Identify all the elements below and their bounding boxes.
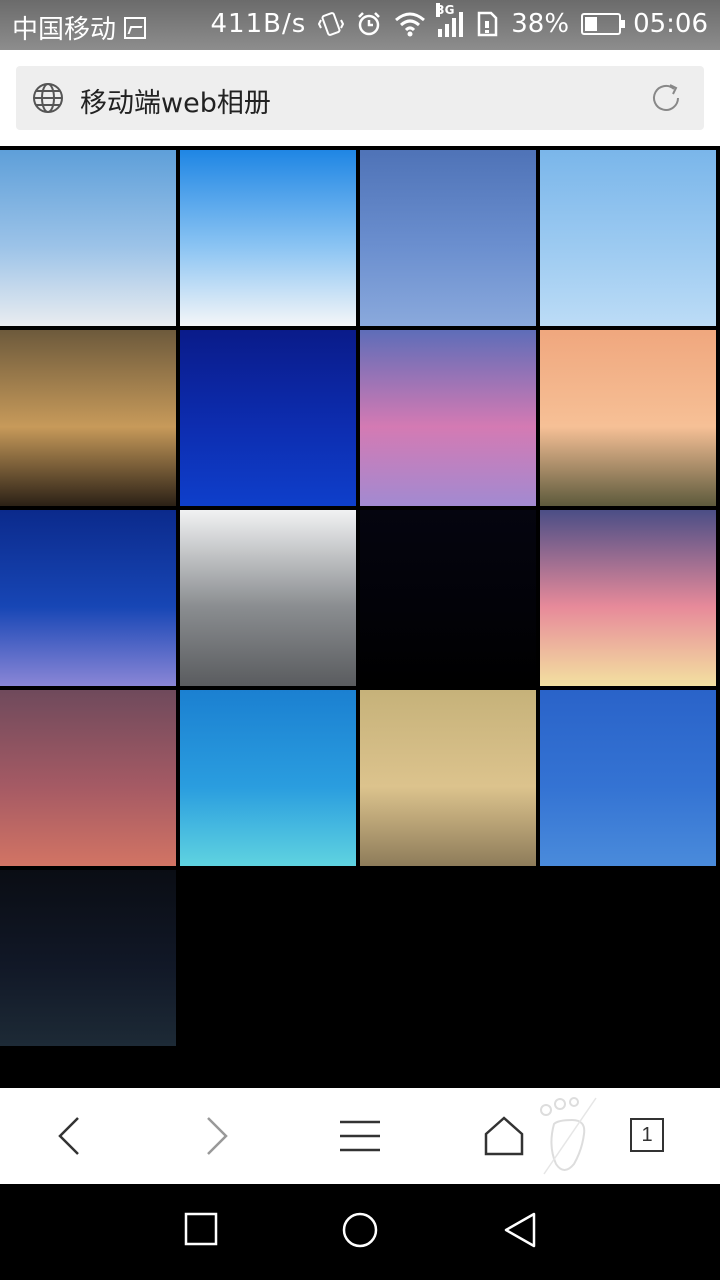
battery-level <box>585 17 598 31</box>
wifi-icon <box>395 12 426 37</box>
photo-thumbnail-dark-blue-dusk[interactable] <box>0 510 176 686</box>
photo-thumbnail-trees-pink-sunset[interactable] <box>540 510 716 686</box>
sim-icon <box>478 11 498 37</box>
photo-thumbnail-deep-blue-sky[interactable] <box>180 330 356 506</box>
carrier-name: 中国移动 <box>12 15 117 45</box>
address-bar-container: 移动端web相册 <box>0 50 720 146</box>
photo-thumbnail-pale-blue-sky[interactable] <box>540 150 716 326</box>
alarm-icon <box>358 12 381 36</box>
photo-thumbnail-wispy-cirrus-blue[interactable] <box>360 150 536 326</box>
photo-thumbnail-turquoise-sea[interactable] <box>180 690 356 866</box>
status-bar: 中国移动 411B/s 3G 38% 0 <box>0 0 720 50</box>
page-title[interactable]: 移动端web相册 <box>80 88 271 119</box>
system-nav-bar <box>0 1184 720 1280</box>
photo-thumbnail-grey-storm-clouds[interactable] <box>180 510 356 686</box>
browser-toolbar: 1 <box>0 1088 720 1184</box>
back-icon[interactable] <box>46 1112 94 1160</box>
net-speed: 411B/s <box>210 9 307 39</box>
network-type: 3G <box>436 3 455 17</box>
menu-icon[interactable] <box>336 1112 384 1160</box>
photo-thumbnail-sky-clouds-blue[interactable] <box>0 150 176 326</box>
photo-thumbnail-bare-tree-golden-sky[interactable] <box>0 330 176 506</box>
address-bar[interactable]: 移动端web相册 <box>16 66 704 130</box>
globe-icon <box>33 83 63 113</box>
gallery-icon <box>124 16 147 39</box>
photo-thumbnail-mauve-pink-sky[interactable] <box>0 690 176 866</box>
clock: 05:06 <box>633 9 708 39</box>
signal-icon: 3G <box>436 3 464 37</box>
footprint-watermark-icon <box>540 1097 597 1175</box>
photo-thumbnail-clear-blue-sky-horizon[interactable] <box>180 150 356 326</box>
photo-thumbnail-golden-clouds[interactable] <box>360 690 536 866</box>
back-triangle-icon[interactable] <box>502 1212 538 1248</box>
photo-thumbnail-night-black[interactable] <box>360 510 536 686</box>
vibrate-icon <box>318 12 345 36</box>
photo-thumbnail-pink-purple-clouds[interactable] <box>360 330 536 506</box>
home-icon[interactable] <box>480 1112 528 1160</box>
tabs-icon[interactable]: 1 <box>630 1118 664 1152</box>
battery-percent: 38% <box>511 9 570 39</box>
forward-icon[interactable] <box>192 1112 240 1160</box>
photo-grid <box>0 146 720 1086</box>
home-circle-icon[interactable] <box>342 1212 378 1248</box>
photo-thumbnail-plain-blue[interactable] <box>540 690 716 866</box>
photo-thumbnail-sunset-field[interactable] <box>540 330 716 506</box>
battery-icon <box>581 13 626 35</box>
recents-icon[interactable] <box>184 1212 218 1246</box>
reload-icon[interactable] <box>648 80 684 116</box>
photo-thumbnail-starry-night[interactable] <box>0 870 176 1046</box>
